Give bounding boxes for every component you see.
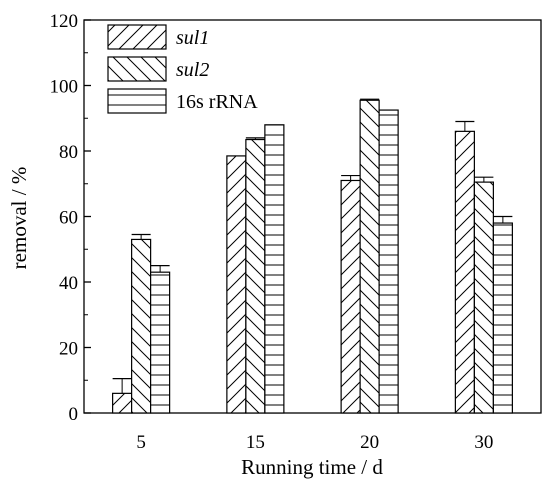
y-tick-label: 20 [59, 339, 78, 360]
y-tick-label: 100 [50, 77, 79, 98]
bar [226, 155, 247, 414]
y-tick-label: 80 [59, 142, 78, 163]
bar [492, 222, 513, 414]
legend-swatch [107, 56, 167, 82]
bar [454, 130, 475, 414]
y-axis: 0 20 40 60 80 100 120 [50, 11, 91, 425]
x-tick-label: 5 [136, 432, 146, 453]
legend-swatch [107, 24, 167, 50]
legend-swatch [107, 88, 167, 114]
legend: sul1 sul2 16s rRNA [107, 24, 258, 114]
y-tick-label: 0 [69, 404, 79, 425]
bar [245, 138, 266, 414]
bar [473, 181, 494, 414]
x-axis: 5 15 20 30 [136, 407, 493, 453]
y-tick-label: 120 [50, 11, 79, 32]
x-axis-title: Running time / d [241, 455, 383, 479]
y-tick-label: 60 [59, 208, 78, 229]
bar [112, 392, 133, 414]
bar [264, 124, 285, 414]
legend-label: 16s rRNA [176, 91, 258, 113]
legend-label: sul2 [176, 59, 209, 81]
bar [378, 109, 399, 414]
bar [131, 238, 152, 414]
x-tick-label: 20 [360, 432, 379, 453]
bar [340, 179, 361, 414]
y-tick-label: 40 [59, 273, 78, 294]
x-tick-label: 30 [474, 432, 493, 453]
y-axis-title: removal / % [7, 167, 31, 270]
legend-label: sul1 [176, 27, 209, 49]
x-tick-label: 15 [246, 432, 265, 453]
bar [150, 271, 171, 414]
bars [112, 98, 513, 414]
bar [359, 99, 380, 414]
